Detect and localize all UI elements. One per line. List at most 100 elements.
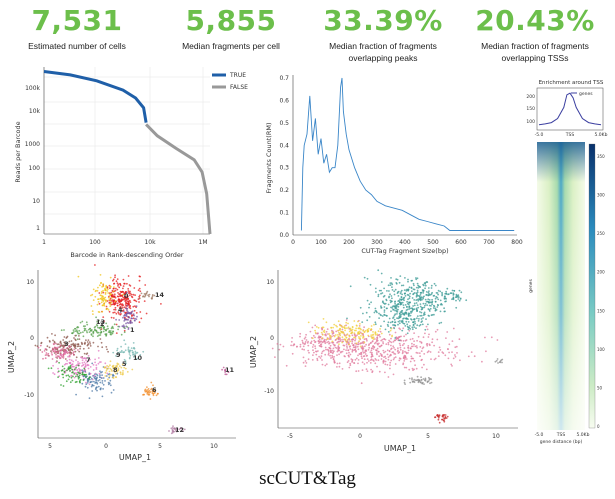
umap1-point (57, 350, 59, 353)
umap2-point (378, 342, 380, 345)
umap1-point (107, 309, 110, 311)
umap2-point (419, 303, 422, 305)
umap1-point (60, 342, 62, 345)
metric-fragments-value: 5,855 (185, 4, 277, 37)
umap1-point (55, 346, 57, 349)
umap2-point (315, 353, 318, 356)
umap1-point (123, 366, 126, 369)
umap1-point (62, 385, 65, 387)
umap2-point (441, 303, 443, 306)
umap2-point (437, 298, 440, 301)
umap1-point (68, 361, 71, 364)
umap2-point (311, 346, 314, 348)
umap1-point (114, 274, 116, 277)
umap2-point (394, 331, 397, 334)
umap2-point (444, 354, 447, 357)
umap2-point (321, 333, 324, 336)
umap1-point (113, 286, 115, 288)
umap2-point (403, 312, 406, 315)
umap2-point (349, 364, 352, 367)
umap1-point (128, 351, 130, 353)
umap1-point (60, 369, 63, 372)
umap1-point (103, 303, 105, 306)
umap2-point (399, 275, 402, 277)
umap2-point (320, 340, 323, 343)
umap2-point (443, 307, 445, 310)
umap2-point (413, 318, 416, 320)
umap1-point (129, 320, 132, 323)
umap2-point (436, 414, 438, 417)
umap2-point (334, 361, 336, 364)
umap2-point (387, 358, 390, 361)
umap1-point (112, 317, 115, 319)
umap1-point (110, 301, 113, 304)
umap2-point (411, 337, 414, 340)
umap1-point (115, 287, 117, 290)
umap1-point (120, 333, 123, 336)
umap1-cluster-label: 14 (155, 291, 165, 299)
umap1-point (130, 311, 133, 313)
umap1-point (107, 296, 110, 299)
umap1-point (95, 368, 98, 370)
umap2-point (404, 295, 407, 297)
umap2-point (408, 295, 411, 298)
umap1-point (88, 383, 91, 386)
umap2-point (481, 360, 483, 363)
umap2-point (309, 342, 312, 344)
frag-ytick: 0.3 (279, 165, 289, 172)
umap2-point (396, 304, 399, 306)
umap1-point (55, 342, 57, 345)
umap1-point (93, 380, 95, 383)
umap2-point (408, 305, 411, 308)
umap2-point (356, 334, 358, 337)
umap2-point (385, 357, 387, 360)
umap2-point (377, 343, 379, 346)
umap2-point (428, 299, 431, 301)
umap2-point (403, 381, 406, 384)
umap1-point (153, 294, 156, 297)
umap1-point (89, 345, 92, 347)
umap2-point (353, 332, 356, 334)
umap1-point (112, 376, 114, 379)
umap2-point (392, 340, 395, 343)
umap1-point (127, 327, 130, 329)
umap1-point (75, 375, 77, 378)
umap2-point (345, 349, 347, 351)
umap1-point (110, 373, 112, 376)
umap1-cluster-label: 5 (122, 360, 127, 368)
umap1-point (122, 309, 125, 312)
umap2-point (377, 269, 380, 272)
umap1-point (112, 351, 115, 354)
umap2-point (370, 334, 373, 336)
umap2-point (405, 320, 408, 323)
umap2-point (376, 347, 379, 350)
umap2-point (437, 418, 440, 421)
umap1-point (100, 361, 102, 363)
umap2-point (407, 318, 409, 320)
umap1-point (148, 391, 151, 394)
umap2-point (390, 341, 393, 344)
umap1-point (111, 296, 113, 299)
umap1-point (102, 377, 105, 379)
umap1-point (134, 305, 136, 307)
umap2-point (354, 336, 356, 339)
umap2-point (396, 309, 398, 312)
umap2-point (364, 349, 367, 352)
umap2-point (420, 306, 423, 309)
umap1-point (98, 372, 101, 375)
umap2-point (307, 349, 310, 352)
umap1-point (64, 351, 66, 354)
umap1-point (70, 340, 73, 342)
umap2-point (336, 354, 338, 356)
umap2-point (433, 313, 435, 316)
umap1-point (180, 427, 183, 429)
umap1-point (134, 299, 137, 302)
umap2-point (316, 357, 319, 360)
umap2-point (413, 326, 416, 328)
umap2-point (402, 304, 405, 306)
umap2-point (392, 308, 395, 311)
umap2-point (370, 358, 373, 361)
umap2-point (409, 325, 411, 327)
umap2-point (416, 282, 419, 285)
umap2-point (318, 338, 321, 341)
